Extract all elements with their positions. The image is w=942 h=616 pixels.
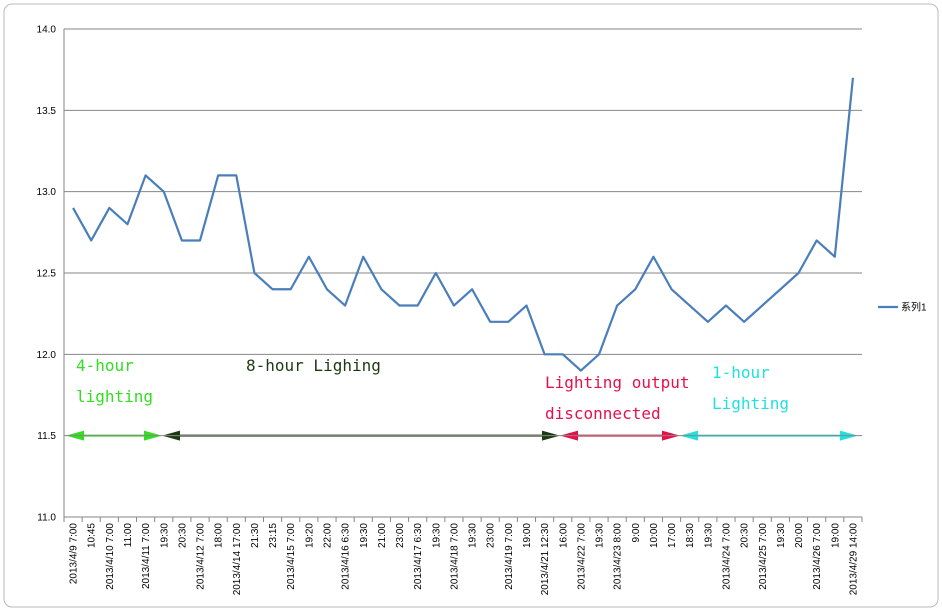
legend-label: 系列1 bbox=[901, 301, 927, 314]
x-tick-label: 2013/4/25 7:00 bbox=[758, 523, 769, 590]
x-tick-label: 2013/4/12 7:00 bbox=[196, 523, 207, 590]
y-tick-label: 11.5 bbox=[37, 431, 56, 442]
x-tick-label: 20:30 bbox=[177, 523, 188, 548]
x-tick-label: 2013/4/18 7:00 bbox=[449, 523, 460, 590]
x-tick-label: 11:00 bbox=[123, 523, 134, 548]
x-tick-label: 9:00 bbox=[631, 523, 642, 543]
x-tick-label: 2013/4/21 12:30 bbox=[540, 523, 551, 596]
x-tick-label: 2013/4/10 7:00 bbox=[105, 523, 116, 590]
x-tick-label: 10:00 bbox=[649, 523, 660, 548]
x-tick-label: 19:30 bbox=[703, 523, 714, 548]
x-tick-label: 2013/4/24 7:00 bbox=[721, 523, 732, 590]
x-tick-label: 2013/4/26 7:00 bbox=[812, 523, 823, 590]
annotation-text: disconnected bbox=[545, 404, 661, 423]
y-tick-label: 12.0 bbox=[37, 350, 57, 361]
x-tick-label: 2013/4/9 7:00 bbox=[69, 523, 80, 585]
annotation-text: 8-hour Lighing bbox=[246, 356, 381, 375]
x-tick-label: 10:45 bbox=[87, 523, 98, 548]
x-tick-label: 19:30 bbox=[776, 523, 787, 548]
y-tick-label: 12.5 bbox=[37, 269, 57, 280]
x-tick-label: 23:00 bbox=[486, 523, 497, 548]
x-tick-label: 2013/4/19 7:00 bbox=[504, 523, 515, 590]
chart-area bbox=[3, 3, 939, 608]
x-tick-label: 2013/4/15 7:00 bbox=[286, 523, 297, 590]
x-tick-label: 19:30 bbox=[431, 523, 442, 548]
data-line bbox=[72, 77, 855, 372]
annotation-text: 1-hour bbox=[712, 363, 770, 382]
x-tick-label: 21:00 bbox=[377, 523, 388, 548]
x-tick-label: 2013/4/16 6:30 bbox=[341, 523, 352, 590]
annotation-text: Lighting bbox=[712, 394, 789, 413]
y-tick-label: 11.0 bbox=[37, 513, 56, 524]
x-tick-label: 19:30 bbox=[595, 523, 606, 548]
y-tick-label: 13.5 bbox=[37, 106, 57, 117]
x-tick-label: 17:00 bbox=[667, 523, 678, 548]
x-tick-label: 2013/4/14 17:00 bbox=[232, 523, 243, 596]
y-tick-label: 14.0 bbox=[37, 25, 57, 36]
annotation-text: lighting bbox=[76, 387, 153, 406]
x-tick-label: 19:00 bbox=[522, 523, 533, 548]
annotation-text: 4-hour bbox=[76, 356, 134, 375]
x-tick-label: 20:00 bbox=[794, 523, 805, 548]
x-tick-label: 16:00 bbox=[558, 523, 569, 548]
x-tick-label: 19:30 bbox=[468, 523, 479, 548]
x-tick-label: 19:00 bbox=[830, 523, 841, 548]
x-tick-label: 18:00 bbox=[214, 523, 225, 548]
x-tick-label: 19:30 bbox=[359, 523, 370, 548]
x-tick-label: 2013/4/11 7:00 bbox=[141, 523, 152, 589]
x-tick-label: 19:30 bbox=[159, 523, 170, 548]
x-tick-label: 2013/4/29 14:00 bbox=[848, 523, 859, 596]
x-tick-label: 2013/4/23 8:00 bbox=[613, 523, 624, 590]
x-tick-label: 23:15 bbox=[268, 523, 279, 548]
x-tick-label: 21:30 bbox=[250, 523, 261, 548]
x-tick-label: 2013/4/22 7:00 bbox=[576, 523, 587, 590]
x-tick-label: 22:00 bbox=[322, 523, 333, 548]
x-tick-label: 19:20 bbox=[304, 523, 315, 548]
x-tick-label: 20:30 bbox=[740, 523, 751, 548]
y-tick-label: 13.0 bbox=[37, 187, 57, 198]
x-tick-label: 18:30 bbox=[685, 523, 696, 548]
annotation-text: Lighting output bbox=[545, 373, 690, 392]
x-tick-label: 2013/4/17 6:30 bbox=[413, 523, 424, 590]
x-tick-label: 23:00 bbox=[395, 523, 406, 548]
